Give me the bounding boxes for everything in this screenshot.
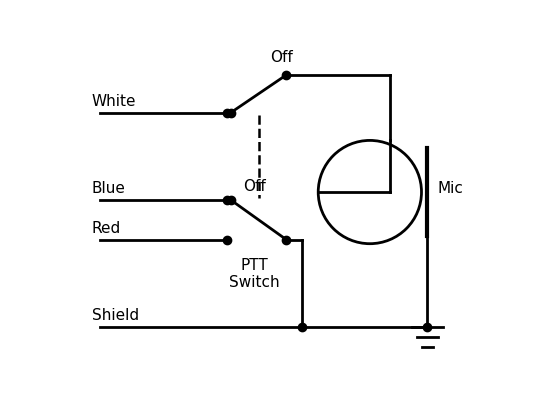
Text: White: White: [92, 94, 136, 109]
Text: Shield: Shield: [92, 308, 139, 323]
Text: Mic: Mic: [437, 180, 463, 196]
Text: PTT
Switch: PTT Switch: [229, 258, 280, 290]
Text: Blue: Blue: [92, 181, 126, 196]
Text: Off: Off: [271, 50, 294, 65]
Text: Off: Off: [243, 179, 266, 194]
Text: Red: Red: [92, 221, 121, 236]
